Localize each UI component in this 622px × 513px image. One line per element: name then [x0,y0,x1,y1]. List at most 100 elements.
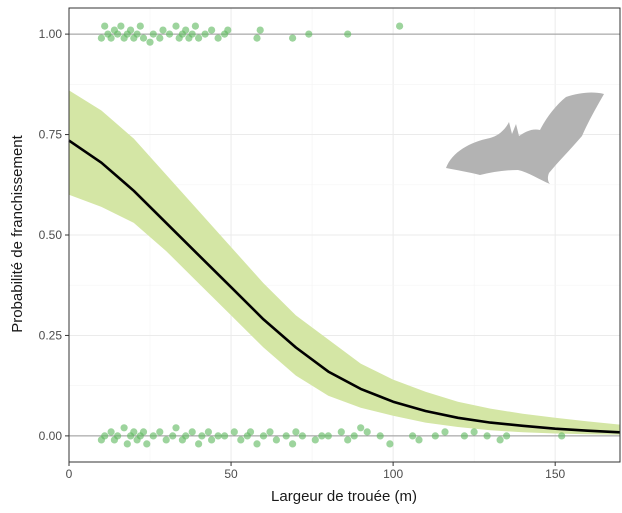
data-point-not-crossed [558,432,566,440]
data-point-crossed [101,22,109,30]
data-point-not-crossed [156,428,164,436]
data-point-crossed [107,34,115,42]
data-point-crossed [136,22,144,30]
data-point-not-crossed [337,428,345,436]
y-tick-label: 0.75 [39,128,63,142]
data-point-crossed [191,22,199,30]
data-point-not-crossed [289,440,297,448]
data-point-not-crossed [208,436,216,444]
data-point-crossed [224,26,232,34]
data-point-not-crossed [214,432,222,440]
data-point-crossed [172,22,180,30]
data-point-not-crossed [298,432,306,440]
data-point-crossed [253,34,261,42]
data-point-not-crossed [282,432,290,440]
data-point-not-crossed [292,428,300,436]
data-point-not-crossed [503,432,511,440]
y-tick-label: 0.25 [39,328,63,342]
data-point-not-crossed [198,432,206,440]
data-point-not-crossed [101,432,109,440]
data-point-not-crossed [266,428,274,436]
x-tick-label: 100 [383,467,403,481]
data-point-not-crossed [130,428,138,436]
x-tick-label: 0 [66,467,73,481]
data-point-not-crossed [162,436,170,444]
data-point-not-crossed [376,432,384,440]
bat-icon-layer [446,92,604,184]
data-point-not-crossed [272,436,280,444]
data-point-crossed [305,30,313,38]
data-point-crossed [165,30,174,38]
data-point-not-crossed [496,436,504,444]
data-point-crossed [188,30,196,38]
data-point-crossed [208,26,216,34]
data-point-crossed [396,22,404,30]
x-axis-title: Largeur de trouée (m) [271,488,417,505]
data-point-not-crossed [431,432,439,440]
y-tick-label: 0.50 [39,228,63,242]
data-point-crossed [149,30,157,38]
data-points-layer [97,22,566,448]
data-point-crossed [214,34,222,42]
data-point-crossed [127,26,135,34]
data-point-not-crossed [363,428,371,436]
data-point-not-crossed [149,432,157,440]
data-point-not-crossed [386,440,394,448]
data-point-not-crossed [120,424,128,432]
data-point-not-crossed [483,432,491,440]
data-point-not-crossed [246,428,255,436]
data-point-not-crossed [253,440,261,448]
data-point-not-crossed [195,440,203,448]
data-point-crossed [159,26,167,34]
data-point-crossed [146,38,154,46]
data-point-not-crossed [169,432,177,440]
data-point-not-crossed [139,428,148,436]
data-point-crossed [182,26,190,34]
tick-labels: 0 50 100 150 0.00 0.25 0.50 0.75 1.00 [39,27,566,481]
data-point-not-crossed [143,440,151,448]
data-point-not-crossed [409,432,417,440]
bat-silhouette-icon [446,92,604,184]
data-point-crossed [289,34,297,42]
data-point-not-crossed [123,440,131,448]
data-point-not-crossed [470,428,478,436]
data-point-not-crossed [172,424,180,432]
data-point-crossed [195,34,203,42]
data-point-not-crossed [182,432,190,440]
data-point-not-crossed [318,432,326,440]
fitted-curve-layer [68,139,621,434]
data-point-crossed [133,30,141,38]
data-point-not-crossed [357,424,365,432]
data-point-not-crossed [441,428,449,436]
data-point-not-crossed [107,428,115,436]
data-point-crossed [97,34,105,42]
data-point-crossed [114,30,122,38]
data-point-crossed [117,22,125,30]
data-point-not-crossed [221,432,229,440]
data-point-not-crossed [230,428,238,436]
data-point-not-crossed [204,428,212,436]
confidence-band [69,90,620,435]
data-point-not-crossed [415,436,423,444]
data-point-not-crossed [237,436,245,444]
y-axis-title: Probabilité de franchissement [9,134,26,332]
data-point-crossed [139,34,148,42]
data-point-crossed [256,26,264,34]
x-tick-label: 50 [224,467,238,481]
data-point-not-crossed [350,432,358,440]
data-point-crossed [344,30,352,38]
data-point-not-crossed [460,432,468,440]
x-tick-label: 150 [545,467,565,481]
data-point-crossed [201,30,209,38]
data-point-not-crossed [259,432,268,440]
data-point-not-crossed [344,436,352,444]
data-point-not-crossed [324,432,332,440]
data-point-crossed [156,34,164,42]
data-point-not-crossed [188,428,196,436]
fitted-curve [68,139,621,434]
y-tick-label: 1.00 [39,27,63,41]
data-point-not-crossed [311,436,319,444]
confidence-band-layer [69,90,620,435]
data-point-not-crossed [114,432,122,440]
